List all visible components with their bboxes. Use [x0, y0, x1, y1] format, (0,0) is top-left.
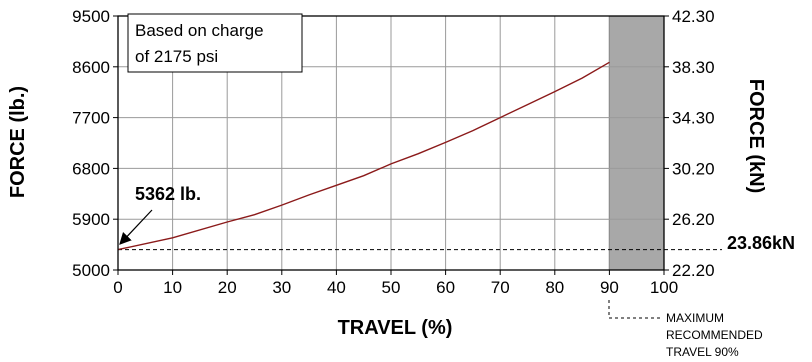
note-box [127, 13, 303, 73]
y-tick-label-right: 34.30 [672, 109, 715, 128]
max-travel-line-1: MAXIMUM [666, 311, 724, 325]
y-axis-title-right: FORCE (kN) [745, 79, 767, 193]
note-line-1: Based on charge [135, 21, 264, 40]
y-axis-title-left: FORCE (lb.) [7, 86, 29, 198]
x-tick-label: 30 [272, 278, 291, 297]
y-tick-label-left: 9500 [72, 7, 110, 26]
start-annotation-label: 5362 lb. [135, 184, 201, 204]
y-tick-label-right: 38.30 [672, 58, 715, 77]
y-tick-label-left: 8600 [72, 58, 110, 77]
note-line-2: of 2175 psi [135, 47, 218, 66]
y-tick-label-right: 26.20 [672, 210, 715, 229]
y-tick-label-left: 5900 [72, 210, 110, 229]
max-travel-leader [608, 300, 660, 319]
y-tick-label-right: 30.20 [672, 159, 715, 178]
max-travel-line-2: RECOMMENDED [666, 328, 763, 342]
x-tick-label: 70 [491, 278, 510, 297]
max-travel-line-3: TRAVEL 90% [666, 345, 739, 359]
x-axis-title: TRAVEL (%) [338, 317, 453, 339]
y-tick-label-left: 7700 [72, 109, 110, 128]
reference-line-label: 23.86kN [727, 233, 795, 253]
y-tick-label-right: 42.30 [672, 7, 715, 26]
y-tick-label-left: 5000 [72, 261, 110, 280]
x-tick-label: 80 [545, 278, 564, 297]
x-tick-label: 50 [382, 278, 401, 297]
series-line-0 [117, 61, 610, 251]
shaded-region [608, 15, 665, 271]
y-tick-label-left: 6800 [72, 159, 110, 178]
x-tick-label: 20 [218, 278, 237, 297]
x-tick-label: 40 [327, 278, 346, 297]
x-tick-label: 100 [650, 278, 678, 297]
y-tick-label-right: 22.20 [672, 261, 715, 280]
x-tick-label: 60 [436, 278, 455, 297]
x-tick-label: 90 [600, 278, 619, 297]
x-tick-label: 0 [113, 278, 122, 297]
start-annotation-arrow [119, 209, 153, 245]
x-tick-label: 10 [163, 278, 182, 297]
